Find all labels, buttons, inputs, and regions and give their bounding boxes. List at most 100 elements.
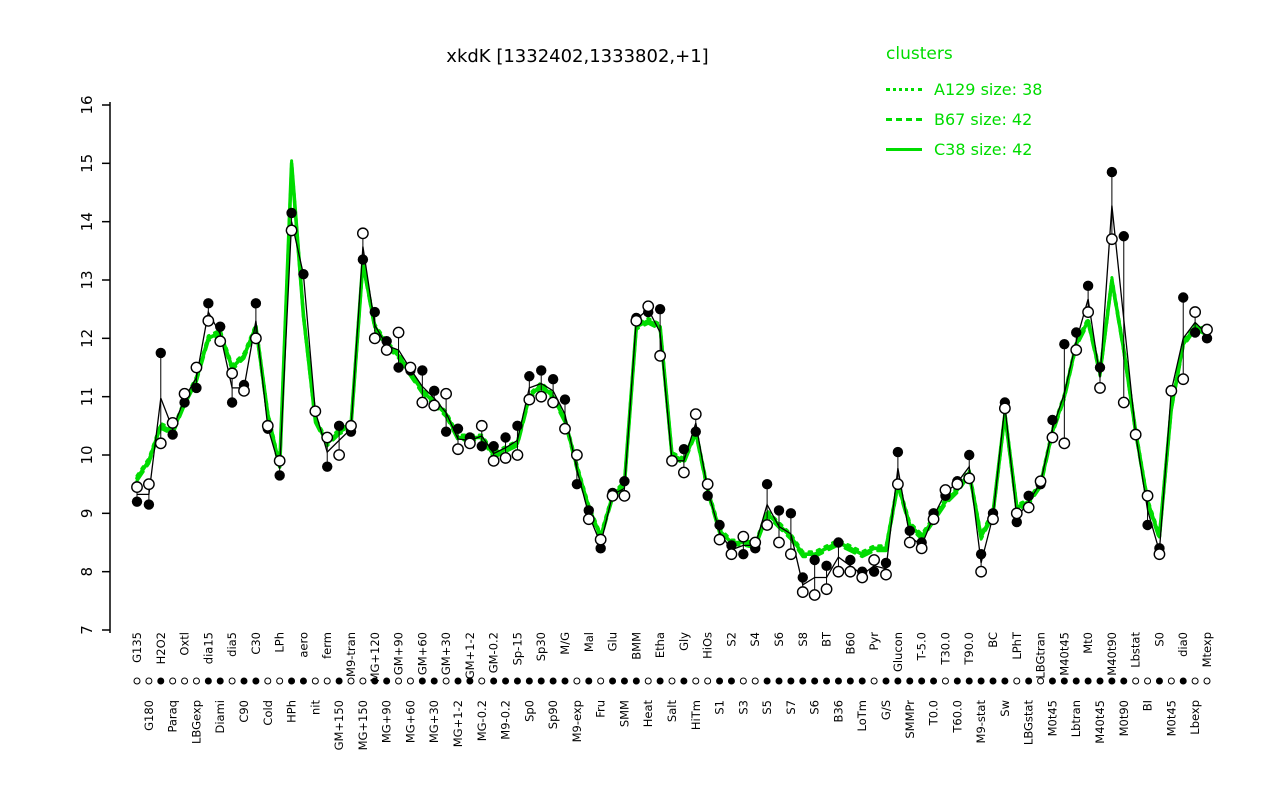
open-point	[713, 533, 726, 546]
axis-marker-open	[359, 677, 367, 685]
gene-profile-line	[137, 205, 1208, 586]
open-point	[891, 478, 904, 491]
legend-item-label: B67 size: 42	[934, 109, 1033, 129]
filled-point	[512, 420, 523, 432]
filled-point	[452, 423, 464, 434]
open-point	[333, 449, 346, 461]
open-point	[927, 513, 940, 526]
axis-marker-filled	[561, 677, 569, 685]
open-point	[808, 589, 821, 601]
filled-point	[536, 365, 547, 376]
x-axis-label: M40t45	[1057, 632, 1071, 676]
filled-point	[1071, 327, 1082, 338]
x-axis-label: GM+1-2	[463, 632, 477, 679]
axis-marker-filled	[894, 677, 902, 685]
open-point	[226, 367, 239, 380]
axis-marker-filled	[585, 677, 593, 685]
open-point	[749, 536, 762, 549]
axis-marker-filled	[1048, 677, 1056, 685]
cluster-line-solid	[135, 161, 1209, 557]
axis-marker-filled	[371, 677, 379, 685]
axis-condition-markers	[133, 677, 1211, 685]
axis-marker-open	[395, 677, 403, 685]
open-point	[570, 449, 583, 461]
axis-marker-open	[264, 677, 272, 685]
open-point	[1105, 233, 1118, 246]
open-point	[1129, 428, 1142, 441]
x-axis-label: dia0	[1176, 632, 1190, 657]
axis-marker-filled	[882, 677, 890, 685]
axis-marker-open	[941, 677, 949, 685]
x-axis-label: GM+30	[439, 632, 453, 675]
open-point	[535, 390, 548, 403]
x-axis-label: MG+60	[403, 700, 417, 743]
filled-point	[1189, 327, 1201, 338]
x-axis-label: S3	[736, 700, 750, 715]
dotted-line-sample-icon	[886, 87, 922, 91]
open-point	[499, 452, 512, 464]
x-axis-label: M9-0.2	[499, 700, 513, 740]
axis-marker-open	[228, 677, 236, 685]
axis-marker-filled	[216, 677, 224, 685]
x-axis-label: Fru	[594, 700, 608, 718]
filled-point	[868, 566, 880, 577]
x-axis-label: T90.0	[962, 632, 976, 666]
open-point	[844, 565, 857, 578]
open-point	[1094, 382, 1106, 394]
filled-point	[191, 382, 202, 394]
open-point	[737, 530, 750, 543]
legend-item-b67: B67 size: 42	[886, 104, 1042, 134]
legend: clusters A129 size: 38 B67 size: 42 C38 si…	[886, 44, 1042, 164]
filled-point	[131, 496, 143, 507]
open-point	[654, 349, 667, 362]
filled-point	[155, 347, 166, 359]
filled-point	[892, 446, 904, 458]
open-point	[345, 419, 357, 432]
axis-marker-filled	[977, 677, 985, 685]
open-point	[463, 437, 476, 450]
x-axis-label: LBGexp	[189, 700, 203, 744]
open-point	[1189, 306, 1202, 318]
open-point	[689, 408, 702, 421]
open-point	[440, 387, 453, 400]
axis-marker-filled	[620, 677, 628, 685]
open-point	[142, 478, 155, 491]
filled-point	[785, 508, 797, 519]
filled-point	[274, 470, 285, 481]
x-axis-label: BMM	[629, 632, 643, 660]
filled-point	[726, 540, 737, 551]
x-axis-label: G/S	[879, 700, 893, 720]
axis-marker-open	[704, 677, 712, 685]
axis-marker-filled	[906, 677, 914, 685]
filled-point	[333, 420, 345, 432]
legend-items: A129 size: 38 B67 size: 42 C38 size: 42	[886, 74, 1042, 164]
open-point	[178, 387, 191, 400]
filled-point	[904, 525, 915, 537]
axis-marker-filled	[846, 677, 854, 685]
axis-marker-open	[169, 677, 177, 685]
x-axis-label: GM+60	[415, 632, 429, 675]
axis-marker-filled	[299, 677, 307, 685]
filled-point	[571, 478, 583, 490]
open-point	[975, 565, 988, 578]
y-tick-label: 7	[78, 625, 96, 635]
filled-point	[845, 554, 856, 566]
x-axis-label: HPh	[285, 700, 299, 723]
filled-point	[654, 303, 666, 315]
open-point	[309, 405, 322, 418]
x-axis-label: Sp-15	[510, 632, 524, 665]
x-axis-label: GM+150	[332, 700, 346, 750]
axis-marker-filled	[716, 677, 724, 685]
x-axis-label: dia15	[201, 632, 215, 664]
open-point	[796, 586, 809, 598]
open-point	[951, 478, 964, 491]
open-point	[214, 335, 227, 348]
filled-point	[559, 394, 571, 405]
open-point	[582, 513, 595, 526]
open-point	[511, 449, 524, 461]
axis-marker-open	[276, 677, 284, 685]
x-axis-label: G180	[142, 700, 156, 731]
x-axis-label: M9-exp	[570, 700, 584, 742]
filled-point	[500, 432, 511, 443]
axis-marker-filled	[418, 677, 426, 685]
